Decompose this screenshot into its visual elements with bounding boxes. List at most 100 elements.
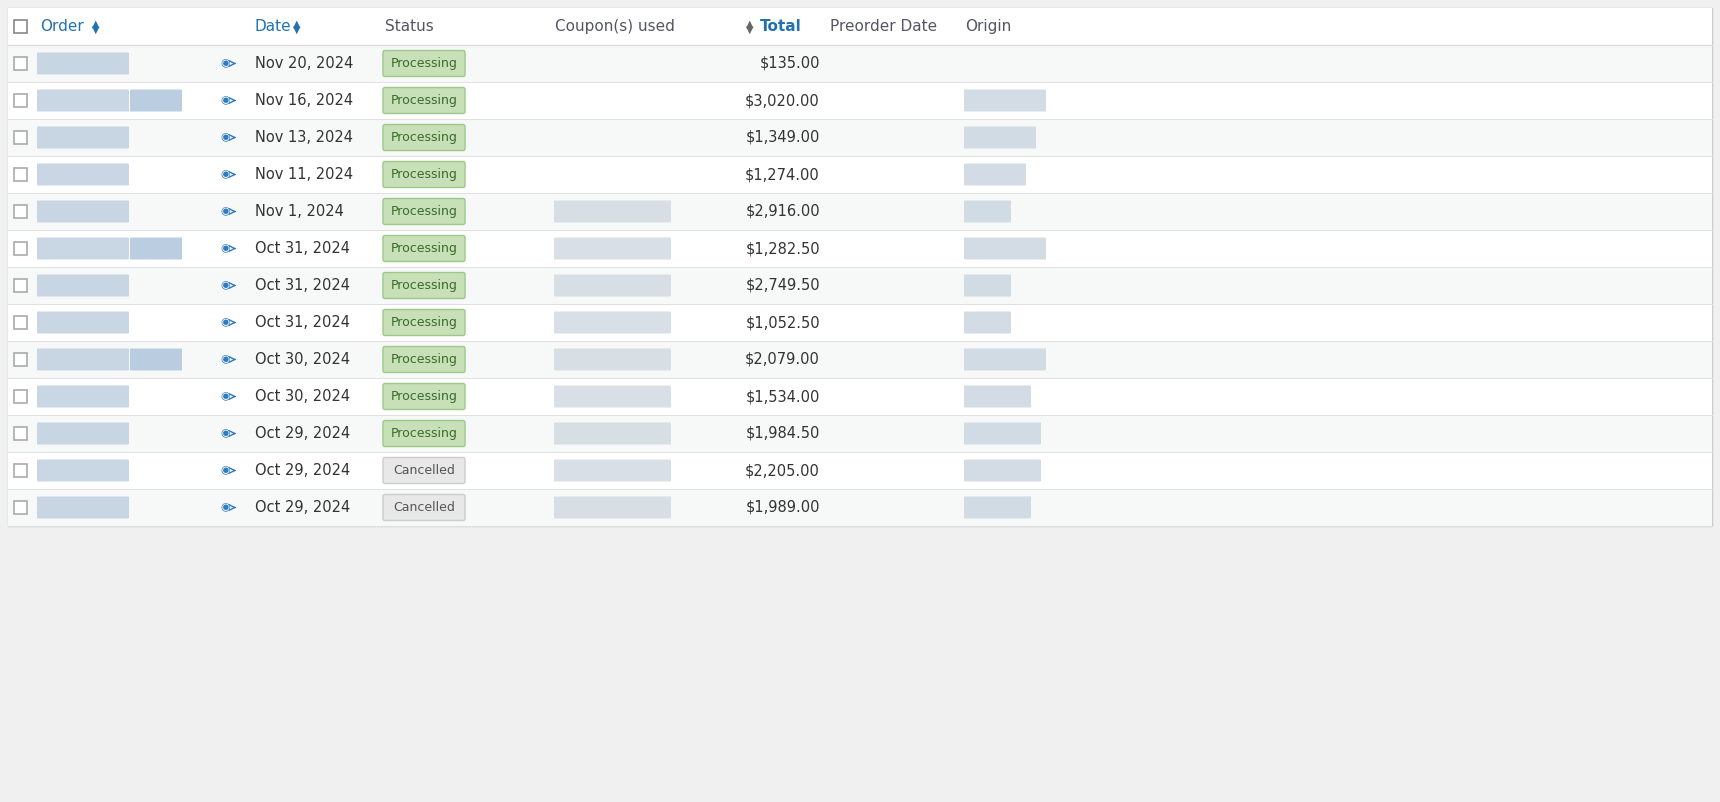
Text: Nov 1, 2024: Nov 1, 2024: [255, 204, 344, 219]
FancyBboxPatch shape: [384, 346, 464, 372]
Text: Nov 20, 2024: Nov 20, 2024: [255, 56, 353, 71]
FancyBboxPatch shape: [384, 199, 464, 225]
Text: $1,349.00: $1,349.00: [746, 130, 820, 145]
Text: Processing: Processing: [390, 353, 458, 366]
FancyBboxPatch shape: [963, 311, 1011, 334]
FancyBboxPatch shape: [384, 124, 464, 151]
FancyBboxPatch shape: [38, 164, 129, 185]
Text: ▲: ▲: [292, 18, 301, 29]
Bar: [9, 378, 1711, 415]
Bar: [14, 168, 26, 181]
FancyBboxPatch shape: [38, 386, 129, 407]
Bar: [14, 20, 26, 33]
Text: Processing: Processing: [390, 57, 458, 70]
Text: Date: Date: [255, 19, 292, 34]
Bar: [14, 57, 26, 70]
Bar: [9, 267, 1711, 304]
FancyBboxPatch shape: [384, 383, 464, 410]
Text: Nov 16, 2024: Nov 16, 2024: [255, 93, 353, 108]
Text: $1,052.50: $1,052.50: [745, 315, 820, 330]
FancyBboxPatch shape: [963, 423, 1041, 444]
Text: $1,282.50: $1,282.50: [745, 241, 820, 256]
FancyBboxPatch shape: [554, 274, 671, 297]
FancyBboxPatch shape: [38, 460, 129, 481]
Text: $1,534.00: $1,534.00: [746, 389, 820, 404]
Bar: [14, 316, 26, 329]
Bar: [14, 94, 26, 107]
FancyBboxPatch shape: [131, 349, 182, 371]
Bar: [9, 230, 1711, 267]
FancyBboxPatch shape: [384, 495, 464, 520]
FancyBboxPatch shape: [963, 200, 1011, 222]
FancyBboxPatch shape: [963, 386, 1030, 407]
Text: ▲: ▲: [746, 18, 753, 29]
Text: $3,020.00: $3,020.00: [745, 93, 820, 108]
FancyBboxPatch shape: [963, 237, 1046, 260]
FancyBboxPatch shape: [963, 164, 1027, 185]
Text: ◉: ◉: [220, 169, 230, 180]
Text: ◉: ◉: [220, 391, 230, 402]
Text: Oct 31, 2024: Oct 31, 2024: [255, 278, 349, 293]
FancyBboxPatch shape: [38, 423, 129, 444]
Text: Origin: Origin: [965, 19, 1011, 34]
Bar: [14, 427, 26, 440]
Text: Coupon(s) used: Coupon(s) used: [556, 19, 674, 34]
Text: ◉: ◉: [220, 206, 230, 217]
Text: ◉: ◉: [220, 132, 230, 143]
FancyBboxPatch shape: [963, 90, 1046, 111]
Text: $2,749.50: $2,749.50: [745, 278, 820, 293]
Text: Processing: Processing: [390, 131, 458, 144]
Text: Oct 29, 2024: Oct 29, 2024: [255, 463, 351, 478]
Bar: [9, 8, 1711, 45]
Text: ◉: ◉: [220, 244, 230, 253]
Text: Nov 13, 2024: Nov 13, 2024: [255, 130, 353, 145]
Bar: [9, 304, 1711, 341]
Bar: [14, 390, 26, 403]
Bar: [14, 279, 26, 292]
Text: $1,274.00: $1,274.00: [745, 167, 820, 182]
FancyBboxPatch shape: [38, 90, 129, 111]
Text: $2,079.00: $2,079.00: [745, 352, 820, 367]
FancyBboxPatch shape: [384, 236, 464, 261]
FancyBboxPatch shape: [38, 311, 129, 334]
Text: ▲: ▲: [93, 18, 100, 29]
Text: $1,989.00: $1,989.00: [745, 500, 820, 515]
Bar: [9, 193, 1711, 230]
Bar: [9, 119, 1711, 156]
FancyBboxPatch shape: [384, 457, 464, 484]
FancyBboxPatch shape: [963, 349, 1046, 371]
Bar: [9, 341, 1711, 378]
FancyBboxPatch shape: [963, 496, 1030, 519]
Text: Order: Order: [40, 19, 84, 34]
Bar: [14, 205, 26, 218]
FancyBboxPatch shape: [131, 90, 182, 111]
FancyBboxPatch shape: [554, 423, 671, 444]
Text: ▼: ▼: [93, 25, 100, 34]
Bar: [9, 156, 1711, 193]
FancyBboxPatch shape: [554, 349, 671, 371]
Text: Total: Total: [760, 19, 802, 34]
FancyBboxPatch shape: [554, 200, 671, 222]
Bar: [14, 131, 26, 144]
FancyBboxPatch shape: [38, 127, 129, 148]
Bar: [9, 452, 1711, 489]
Text: ◉: ◉: [220, 281, 230, 290]
Text: Processing: Processing: [390, 242, 458, 255]
Bar: [14, 464, 26, 477]
FancyBboxPatch shape: [384, 420, 464, 447]
FancyBboxPatch shape: [384, 273, 464, 298]
Text: Preorder Date: Preorder Date: [831, 19, 937, 34]
Text: Oct 31, 2024: Oct 31, 2024: [255, 315, 349, 330]
Text: Oct 30, 2024: Oct 30, 2024: [255, 352, 351, 367]
Text: Oct 29, 2024: Oct 29, 2024: [255, 426, 351, 441]
Text: Processing: Processing: [390, 168, 458, 181]
Text: ◉: ◉: [220, 354, 230, 364]
FancyBboxPatch shape: [554, 311, 671, 334]
Bar: [14, 501, 26, 514]
FancyBboxPatch shape: [963, 460, 1041, 481]
Text: ◉: ◉: [220, 95, 230, 106]
FancyBboxPatch shape: [38, 274, 129, 297]
FancyBboxPatch shape: [963, 127, 1035, 148]
Text: Cancelled: Cancelled: [394, 464, 454, 477]
FancyBboxPatch shape: [38, 200, 129, 222]
